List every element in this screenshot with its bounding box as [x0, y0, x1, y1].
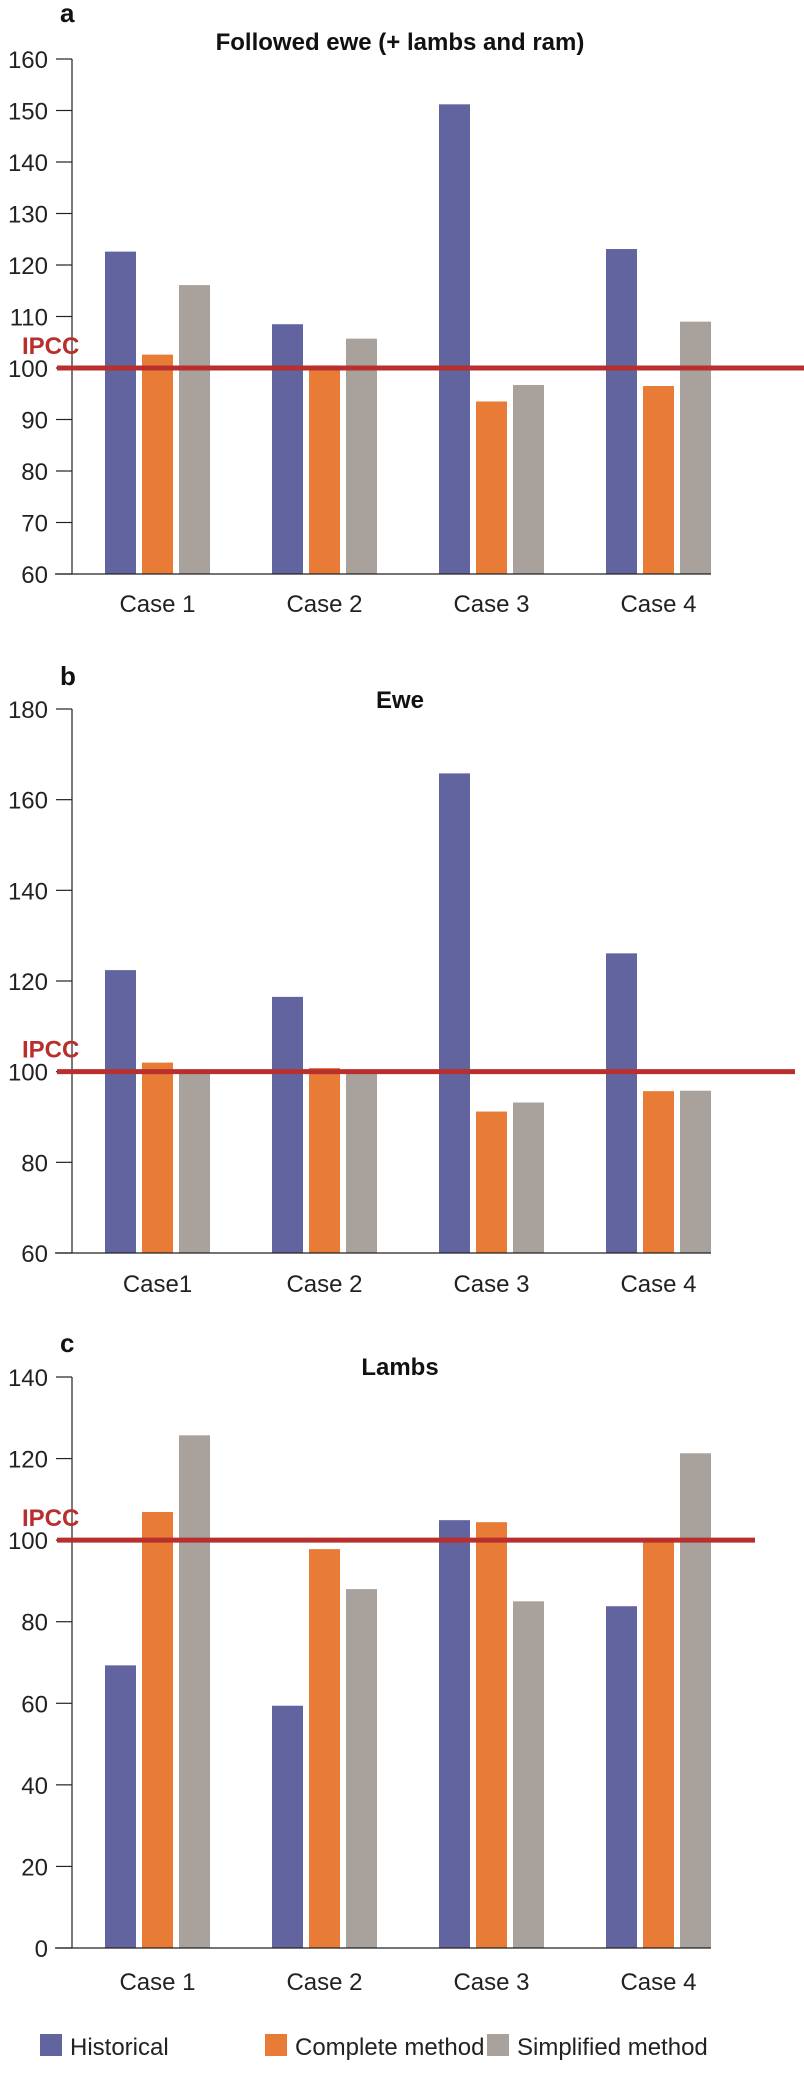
bar-complete-method-3	[476, 1522, 507, 1948]
panel-c: c Lambs 0 20 40 60 80 100 120 140 Case 1 Case 2 Case…	[8, 1328, 755, 1996]
legend-swatch	[40, 2034, 62, 2056]
bar-simplified-method-2	[346, 338, 377, 574]
bar-complete-method-1	[142, 354, 173, 574]
bar-complete-method-1	[142, 1062, 173, 1253]
bar-historical-4	[606, 1606, 637, 1948]
bar-complete-method-4	[643, 386, 674, 574]
x-tick-label: Case 2	[286, 1969, 362, 1996]
bar-complete-method-2	[309, 1549, 340, 1948]
bar-simplified-method-3	[513, 1601, 544, 1948]
ipcc-label: IPCC	[22, 1037, 79, 1064]
legend-swatch	[265, 2034, 287, 2056]
legend-label: Simplified method	[517, 2034, 708, 2061]
bar-simplified-method-3	[513, 1102, 544, 1253]
bar-simplified-method-2	[346, 1070, 377, 1253]
y-tick-label: 160	[8, 47, 48, 74]
bar-simplified-method-1	[179, 285, 210, 574]
chart-title: Lambs	[361, 1354, 438, 1381]
y-tick-label: 60	[21, 562, 48, 589]
legend-label: Historical	[70, 2034, 169, 2061]
y-tick-label: 110	[10, 305, 48, 332]
y-tick-label: 80	[21, 1610, 48, 1637]
y-tick-label: 80	[21, 1150, 48, 1177]
bar-historical-2	[272, 996, 303, 1253]
bar-complete-method-3	[476, 401, 507, 574]
bar-historical-2	[272, 1705, 303, 1948]
y-tick-label: 120	[8, 1447, 48, 1474]
bar-simplified-method-1	[179, 1435, 210, 1948]
bar-historical-4	[606, 249, 637, 574]
legend-item: Complete method	[265, 2034, 484, 2061]
y-tick-label: 40	[21, 1773, 48, 1800]
x-tick-label: Case 4	[620, 591, 696, 618]
bar-simplified-method-4	[680, 321, 711, 574]
y-tick-label: 120	[8, 969, 48, 996]
bar-simplified-method-1	[179, 1069, 210, 1253]
bar-complete-method-3	[476, 1111, 507, 1253]
x-tick-label: Case 3	[453, 1969, 529, 1996]
x-tick-label: Case 2	[286, 1271, 362, 1298]
y-tick-label: 70	[21, 511, 48, 538]
panel-b: b Ewe 60 80 100 120 140 160 180 Case1 Case 2 Case 3…	[8, 661, 795, 1298]
ipcc-label: IPCC	[22, 333, 79, 360]
x-tick-label: Case1	[123, 1271, 192, 1298]
x-tick-label: Case 4	[620, 1271, 696, 1298]
bar-simplified-method-2	[346, 1589, 377, 1948]
legend-item: Historical	[40, 2034, 169, 2061]
x-tick-label: Case 1	[119, 591, 195, 618]
y-tick-label: 60	[21, 1241, 48, 1268]
bar-historical-3	[439, 1520, 470, 1948]
bar-historical-3	[439, 104, 470, 574]
panel-letter: c	[60, 1328, 74, 1358]
y-tick-label: 100	[8, 1060, 48, 1087]
bar-simplified-method-3	[513, 384, 544, 574]
legend: Historical Complete method Simplified meth…	[40, 2034, 708, 2061]
bar-historical-4	[606, 953, 637, 1253]
x-tick-label: Case 1	[119, 1969, 195, 1996]
y-tick-label: 150	[8, 99, 48, 126]
x-tick-label: Case 3	[453, 591, 529, 618]
legend-swatch	[487, 2034, 509, 2056]
panel-a: a Followed ewe (+ lambs and ram) 60 70 80 90 1…	[8, 0, 804, 618]
bar-complete-method-1	[142, 1512, 173, 1948]
y-tick-label: 130	[8, 202, 48, 229]
legend-item: Simplified method	[487, 2034, 708, 2061]
y-tick-label: 100	[8, 356, 48, 383]
x-tick-label: Case 2	[286, 591, 362, 618]
bar-historical-3	[439, 773, 470, 1253]
bar-historical-2	[272, 324, 303, 574]
x-tick-label: Case 3	[453, 1271, 529, 1298]
y-tick-label: 160	[8, 788, 48, 815]
x-tick-label: Case 4	[620, 1969, 696, 1996]
y-tick-label: 120	[8, 253, 48, 280]
bar-historical-1	[105, 1665, 136, 1948]
y-tick-label: 90	[21, 408, 48, 435]
y-tick-label: 60	[21, 1691, 48, 1718]
bar-complete-method-2	[309, 1068, 340, 1253]
y-tick-label: 140	[8, 878, 48, 905]
y-tick-label: 140	[8, 1365, 48, 1392]
bar-complete-method-4	[643, 1091, 674, 1253]
bar-complete-method-4	[643, 1540, 674, 1948]
y-tick-label: 180	[8, 697, 48, 724]
legend-label: Complete method	[295, 2034, 484, 2061]
chart-title: Ewe	[376, 687, 424, 714]
bar-historical-1	[105, 251, 136, 575]
panel-letter: a	[60, 0, 75, 28]
y-tick-label: 0	[35, 1936, 48, 1963]
bar-simplified-method-4	[680, 1090, 711, 1253]
y-tick-label: 100	[8, 1528, 48, 1555]
chart-title: Followed ewe (+ lambs and ram)	[216, 29, 585, 56]
y-tick-label: 20	[21, 1854, 48, 1881]
bar-simplified-method-4	[680, 1453, 711, 1948]
bar-complete-method-2	[309, 365, 340, 574]
panel-letter: b	[60, 661, 76, 691]
bar-historical-1	[105, 970, 136, 1253]
y-tick-label: 140	[8, 150, 48, 177]
ipcc-label: IPCC	[22, 1505, 79, 1532]
y-tick-label: 80	[21, 459, 48, 486]
